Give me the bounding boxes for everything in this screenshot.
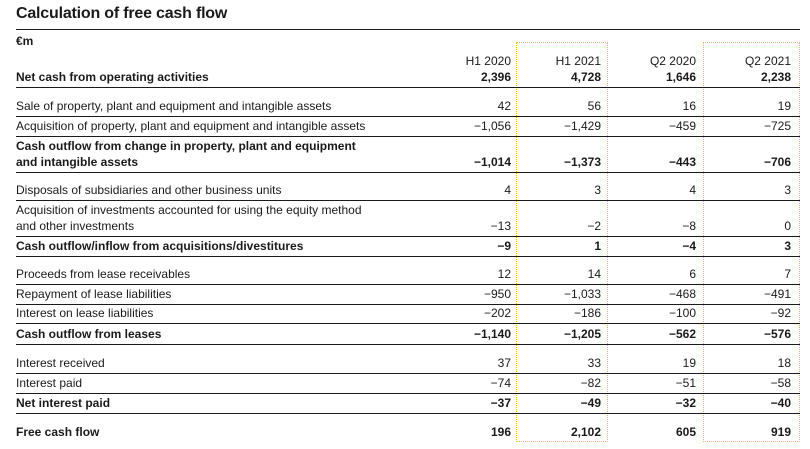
cell-h1-2020: −202: [483, 306, 511, 320]
table-row: Acquisition of property, plant and equip…: [16, 118, 800, 137]
row-label-line-2: and intangible assets: [16, 155, 139, 169]
row-label: Net cash from operating activities: [16, 70, 209, 84]
row-label: Acquisition of property, plant and equip…: [16, 119, 366, 133]
cell-q2-2021: 18: [777, 356, 791, 370]
row-label: Sale of property, plant and equipment an…: [16, 99, 332, 113]
cell-h1-2021: 1: [594, 239, 601, 253]
cell-q2-2021: 0: [784, 219, 791, 233]
cell-q2-2020: 19: [682, 356, 696, 370]
table-title: Calculation of free cash flow: [16, 5, 228, 22]
cell-q2-2021: 3: [784, 239, 791, 253]
cell-h1-2021: −49: [580, 396, 601, 410]
cell-q2-2021: 2,238: [760, 70, 791, 84]
cell-h1-2020: 4: [504, 183, 511, 197]
table-row-net-cash-operating: Net cash from operating activities 2,396…: [16, 69, 800, 88]
cell-q2-2021: 19: [777, 99, 791, 113]
table-row: Acquisition of investments accounted for…: [16, 202, 800, 237]
cell-h1-2021: 2,102: [570, 425, 601, 439]
cell-q2-2020: −459: [668, 119, 696, 133]
cell-q2-2021: −92: [770, 306, 791, 320]
cell-h1-2020: −13: [490, 219, 511, 233]
cell-q2-2021: −491: [763, 287, 791, 301]
cell-q2-2021: −725: [763, 119, 791, 133]
cell-h1-2021: 3: [594, 183, 601, 197]
cell-h1-2020: 37: [497, 356, 511, 370]
cell-h1-2021: 33: [587, 356, 601, 370]
cell-q2-2020: 605: [675, 425, 696, 439]
cell-q2-2021: −40: [770, 396, 791, 410]
cell-q2-2021: −58: [770, 376, 791, 390]
cell-q2-2021: 7: [784, 267, 791, 281]
table-row-acquisitions-divestitures: Cash outflow/inflow from acquisitions/di…: [16, 238, 800, 257]
cell-h1-2020: 42: [497, 99, 511, 113]
cell-q2-2021: −706: [763, 155, 791, 169]
row-label: Interest paid: [16, 376, 83, 390]
cell-h1-2020: −1,014: [473, 155, 511, 169]
cell-q2-2020: 6: [689, 267, 696, 281]
table-row-free-cash-flow: Free cash flow 196 2,102 605 919: [16, 423, 800, 442]
cell-q2-2020: 1,646: [665, 70, 696, 84]
cell-h1-2020: 12: [497, 267, 511, 281]
cell-q2-2020: −468: [668, 287, 696, 301]
cell-q2-2020: −562: [668, 327, 696, 341]
table-row: Interest on lease liabilities −202 −186 …: [16, 305, 800, 324]
title-rule: [16, 29, 800, 30]
row-label: Free cash flow: [16, 425, 100, 439]
table-row: Sale of property, plant and equipment an…: [16, 98, 800, 117]
cell-q2-2020: −32: [675, 396, 696, 410]
cell-q2-2020: 16: [682, 99, 696, 113]
row-label: Interest received: [16, 356, 105, 370]
column-header-h1-2021: H1 2021: [555, 54, 601, 68]
cell-h1-2020: −74: [490, 376, 511, 390]
row-label: Disposals of subsidiaries and other busi…: [16, 183, 282, 197]
column-header-h1-2020: H1 2020: [465, 54, 511, 68]
cell-h1-2020: −1,056: [473, 119, 511, 133]
cell-q2-2021: −576: [763, 327, 791, 341]
table-row: Interest paid −74 −82 −51 −58: [16, 374, 800, 394]
table-row: Interest received 37 33 19 18: [16, 354, 800, 374]
cell-h1-2021: −186: [573, 306, 601, 320]
cell-q2-2021: 3: [784, 183, 791, 197]
cell-q2-2020: −100: [668, 306, 696, 320]
cell-q2-2021: 919: [770, 425, 791, 439]
cell-q2-2020: 4: [689, 183, 696, 197]
cell-h1-2020: −37: [490, 396, 511, 410]
row-label: Proceeds from lease receivables: [16, 267, 191, 281]
cell-q2-2020: −51: [675, 376, 696, 390]
cell-h1-2021: −1,205: [563, 327, 601, 341]
row-label: Net interest paid: [16, 396, 111, 410]
table-row-capex-outflow: Cash outflow from change in property, pl…: [16, 138, 800, 173]
row-label-line-2: and other investments: [16, 219, 135, 233]
row-label: Interest on lease liabilities: [16, 306, 154, 320]
row-label: Acquisition of investments accounted for…: [16, 203, 362, 217]
cell-h1-2020: 2,396: [480, 70, 511, 84]
column-header-q2-2021: Q2 2021: [744, 54, 791, 68]
table-row-net-interest: Net interest paid −37 −49 −32 −40: [16, 395, 800, 414]
cell-h1-2021: 14: [587, 267, 601, 281]
unit-label: €m: [16, 34, 34, 48]
table-row: Repayment of lease liabilities −950 −1,0…: [16, 285, 800, 305]
cell-q2-2020: −8: [682, 219, 696, 233]
table-row: Disposals of subsidiaries and other busi…: [16, 181, 800, 201]
cell-h1-2021: −1,373: [563, 155, 601, 169]
table-row-leases: Cash outflow from leases −1,140 −1,205 −…: [16, 325, 800, 345]
cell-q2-2020: −4: [682, 239, 696, 253]
cell-h1-2020: −1,140: [473, 327, 511, 341]
cell-h1-2021: −1,429: [563, 119, 601, 133]
cell-h1-2021: 56: [587, 99, 601, 113]
row-label: Cash outflow from leases: [16, 327, 162, 341]
cell-h1-2021: 4,728: [570, 70, 601, 84]
column-header-q2-2020: Q2 2020: [649, 54, 696, 68]
row-label: Repayment of lease liabilities: [16, 287, 172, 301]
table-row: Proceeds from lease receivables 12 14 6 …: [16, 265, 800, 285]
cell-q2-2020: −443: [668, 155, 696, 169]
cell-h1-2020: −950: [483, 287, 511, 301]
cell-h1-2021: −1,033: [563, 287, 601, 301]
cell-h1-2021: −2: [587, 219, 601, 233]
row-label: Cash outflow from change in property, pl…: [16, 139, 356, 153]
cell-h1-2021: −82: [580, 376, 601, 390]
row-label: Cash outflow/inflow from acquisitions/di…: [16, 239, 304, 253]
cell-h1-2020: 196: [490, 425, 511, 439]
cell-h1-2020: −9: [497, 239, 511, 253]
